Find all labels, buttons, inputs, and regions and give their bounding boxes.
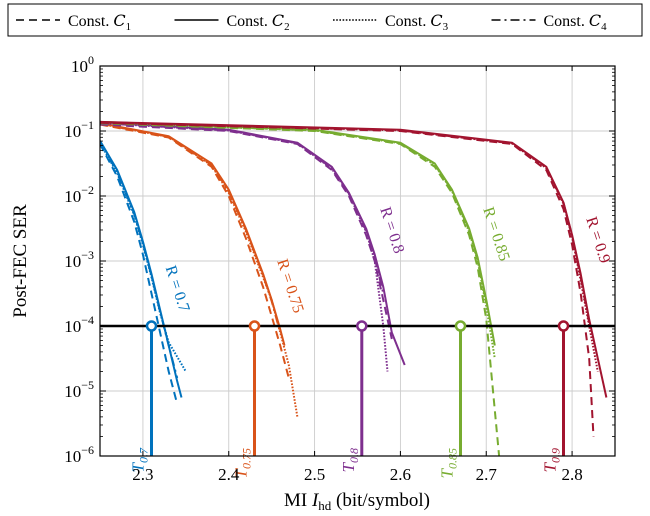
x-tick-label: 2.4 bbox=[218, 465, 240, 484]
legend-subscript: 4 bbox=[601, 21, 607, 33]
threshold-marker bbox=[248, 320, 261, 332]
y-tick-label: 100 bbox=[71, 53, 94, 76]
y-tick-exponent: −6 bbox=[81, 443, 94, 457]
y-tick-exponent: 0 bbox=[88, 53, 94, 67]
legend-label: Const. bbox=[68, 13, 113, 30]
legend-entry: Const. C2 bbox=[227, 11, 290, 33]
series-line bbox=[100, 143, 179, 405]
t-symbol: T bbox=[129, 461, 148, 472]
series-layer bbox=[100, 120, 608, 456]
x-tick-label: 2.6 bbox=[390, 465, 411, 484]
x-tick-label: 2.7 bbox=[476, 465, 498, 484]
series-line bbox=[100, 121, 496, 359]
x-tick-label: 2.8 bbox=[561, 465, 582, 484]
series-line bbox=[100, 122, 385, 294]
threshold-marker bbox=[557, 320, 570, 332]
legend-entry: Const. C1 bbox=[68, 11, 131, 33]
y-axis-label: Post-FEC SER bbox=[10, 204, 31, 318]
y-tick-label: 10−1 bbox=[64, 118, 94, 141]
y-tick-exponent: −3 bbox=[81, 248, 94, 262]
x-axis-symbol: I bbox=[311, 490, 320, 511]
legend-entry: Const. C3 bbox=[385, 11, 449, 33]
threshold-marker bbox=[454, 320, 467, 332]
y-tick-exponent: −5 bbox=[81, 378, 94, 392]
x-axis-title: MI Ihd (bit/symbol) bbox=[284, 490, 430, 513]
legend-label: Const. bbox=[385, 13, 430, 30]
series-line bbox=[100, 121, 595, 437]
axes: 2.3 2.4 2.5 2.6 2.7 2.810010−110−210−310−410−… bbox=[64, 53, 615, 484]
y-tick-base: 10 bbox=[71, 57, 88, 76]
legend-subscript: 1 bbox=[126, 21, 132, 33]
threshold-marker bbox=[356, 320, 368, 332]
legend-symbol: C bbox=[272, 11, 284, 30]
legend-subscript: 2 bbox=[284, 21, 290, 33]
y-tick-base: 10 bbox=[64, 317, 81, 336]
t-subscript: 0.85 bbox=[446, 448, 460, 469]
y-tick-label: 10−3 bbox=[64, 248, 94, 271]
legend-label: Const. bbox=[227, 13, 272, 30]
t-symbol: T bbox=[541, 461, 560, 472]
x-tick-value: 2.4 bbox=[218, 465, 240, 484]
y-tick-base: 10 bbox=[64, 447, 81, 466]
t-label: T0.75 bbox=[232, 448, 254, 478]
x-tick-value: 2.6 bbox=[390, 465, 411, 484]
legend-entry: Const. C4 bbox=[544, 11, 608, 33]
t-subscript: 0.7 bbox=[137, 447, 151, 463]
t-symbol: T bbox=[438, 467, 457, 478]
series-line bbox=[100, 122, 501, 456]
y-tick-exponent: −4 bbox=[81, 313, 94, 327]
x-tick-label: 2.5 bbox=[304, 465, 325, 484]
y-tick-label: 10−2 bbox=[64, 183, 94, 206]
x-tick-value: 2.8 bbox=[561, 465, 582, 484]
legend-symbol: C bbox=[589, 11, 601, 30]
y-tick-label: 10−4 bbox=[64, 313, 94, 336]
series-line bbox=[100, 122, 282, 333]
threshold-layer bbox=[100, 320, 615, 456]
x-tick-value: 2.5 bbox=[304, 465, 325, 484]
series-line bbox=[100, 121, 488, 304]
t-symbol: T bbox=[339, 461, 358, 472]
legend-symbol: C bbox=[113, 11, 125, 30]
x-tick-label: 2.3 bbox=[132, 465, 153, 484]
y-tick-base: 10 bbox=[64, 122, 81, 141]
x-tick-value: 2.3 bbox=[132, 465, 153, 484]
t-subscript: 0.75 bbox=[240, 448, 254, 469]
y-tick-base: 10 bbox=[64, 382, 81, 401]
legend: Const. C1 Const. C2 Const. C3 Const. C4 bbox=[7, 3, 643, 37]
series-line bbox=[100, 141, 179, 379]
x-axis-label: MI bbox=[284, 490, 312, 511]
legend-subscript: 3 bbox=[443, 21, 449, 33]
y-tick-exponent: −2 bbox=[81, 183, 94, 197]
legend-box bbox=[7, 3, 643, 37]
legend-label: Const. bbox=[544, 13, 589, 30]
y-tick-exponent: −1 bbox=[81, 118, 94, 132]
y-tick-label: 10−6 bbox=[64, 443, 94, 466]
x-axis-unit: (bit/symbol) bbox=[331, 490, 430, 511]
y-tick-label: 10−5 bbox=[64, 378, 94, 401]
series-line bbox=[100, 123, 393, 340]
y-tick-base: 10 bbox=[64, 187, 81, 206]
series-line bbox=[100, 123, 290, 379]
t-symbol: T bbox=[232, 467, 251, 478]
y-tick-base: 10 bbox=[64, 252, 81, 271]
y-axis-title: Post-FEC SER bbox=[10, 204, 31, 318]
x-tick-value: 2.7 bbox=[476, 465, 498, 484]
t-label: T0.85 bbox=[438, 448, 460, 478]
t-label: T0.7 bbox=[129, 447, 151, 472]
legend-symbol: C bbox=[430, 11, 442, 30]
threshold-marker bbox=[145, 320, 158, 332]
x-axis-subscript: hd bbox=[318, 498, 332, 513]
